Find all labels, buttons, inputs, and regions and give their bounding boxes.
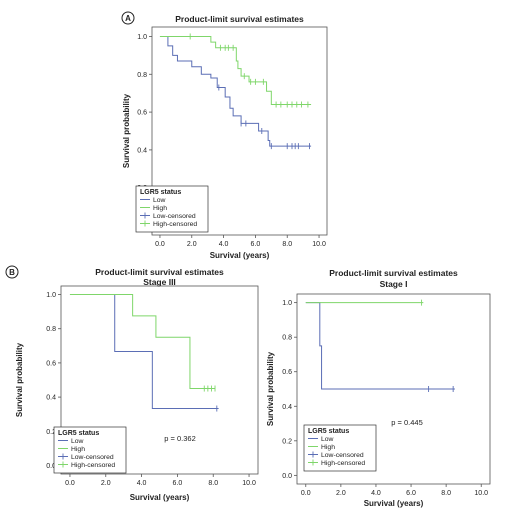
y-tick-label: 0.0 <box>46 463 56 470</box>
y-axis-label: Survival probability <box>122 93 131 168</box>
y-tick-label: 0.8 <box>137 72 147 79</box>
series-line-low <box>305 302 455 390</box>
y-tick-label: 0.6 <box>46 360 56 367</box>
plot-frame <box>296 293 491 485</box>
y-tick-label: 0.4 <box>282 404 292 411</box>
y-axis-label: Survival probability <box>15 342 24 417</box>
x-tick-label: 4.0 <box>371 490 381 497</box>
x-tick-label: 10.0 <box>474 490 488 497</box>
chart-title: Product-limit survival estimates <box>329 268 458 278</box>
y-tick-label: 0.8 <box>282 335 292 342</box>
legend-entry: Low <box>153 197 166 204</box>
legend-entry: Low-censored <box>71 454 114 461</box>
chart-subtitle: Stage III <box>143 277 176 287</box>
y-tick-label: 0.2 <box>46 429 56 436</box>
legend-entry: Low-censored <box>153 213 196 220</box>
x-tick-label: 6.0 <box>406 490 416 497</box>
y-tick-label: 0.6 <box>137 110 147 117</box>
legend-entry: Low-censored <box>321 452 364 459</box>
plot-frame <box>60 285 259 475</box>
x-tick-label: 10.0 <box>312 241 326 248</box>
legend-entry: High-censored <box>153 221 197 228</box>
legend-box <box>303 424 377 472</box>
y-tick-label: 1.0 <box>137 34 147 41</box>
legend-entry: Low <box>71 438 84 445</box>
series-line-low <box>69 294 219 410</box>
y-tick-label: 0.4 <box>46 395 56 402</box>
chart-title: Product-limit survival estimates <box>175 14 304 24</box>
chart-subtitle: Stage I <box>380 279 408 289</box>
x-tick-label: 4.0 <box>137 480 147 487</box>
x-tick-label: 6.0 <box>251 241 261 248</box>
panel-label-a: A <box>121 11 135 25</box>
legend-entry: High <box>321 444 335 451</box>
x-tick-label: 4.0 <box>219 241 229 248</box>
legend-title: LGR5 status <box>308 428 349 435</box>
y-tick-label: 0.4 <box>137 147 147 154</box>
x-tick-label: 0.0 <box>301 490 311 497</box>
plot-frame <box>151 26 328 236</box>
x-tick-label: 10.0 <box>242 480 256 487</box>
legend-entry: High <box>153 205 167 212</box>
x-tick-label: 2.0 <box>187 241 197 248</box>
y-tick-label: 1.0 <box>282 300 292 307</box>
y-tick-label: 0.8 <box>46 326 56 333</box>
y-tick-label: 0.0 <box>282 473 292 480</box>
series-line-low <box>159 35 312 147</box>
y-tick-label: 0.6 <box>282 369 292 376</box>
chart-title: Product-limit survival estimates <box>95 267 224 277</box>
x-axis-label: Survival (years) <box>130 493 190 502</box>
x-tick-label: 6.0 <box>173 480 183 487</box>
series-line-high <box>159 35 312 106</box>
legend-entry: Low <box>321 436 334 443</box>
x-tick-label: 0.0 <box>65 480 75 487</box>
x-axis-label: Survival (years) <box>210 251 270 260</box>
legend-title: LGR5 status <box>58 430 99 437</box>
x-axis-label: Survival (years) <box>364 499 424 508</box>
legend-title: LGR5 status <box>140 189 181 196</box>
legend-entry: High <box>71 446 85 453</box>
x-tick-label: 8.0 <box>441 490 451 497</box>
legend-entry: High-censored <box>321 460 365 467</box>
series-line-high <box>69 294 216 390</box>
x-tick-label: 0.0 <box>155 241 165 248</box>
panel-label-b: B <box>5 265 19 279</box>
panel-label-b-text: B <box>9 268 15 277</box>
legend: LGR5 statusLowHighLow-censoredHigh-censo… <box>135 185 209 233</box>
legend-box <box>53 426 127 474</box>
p-value: p = 0.445 <box>391 418 423 427</box>
y-tick-label: 1.0 <box>46 292 56 299</box>
legend-box <box>135 185 209 233</box>
y-tick-label: 0.2 <box>282 438 292 445</box>
x-tick-label: 8.0 <box>282 241 292 248</box>
x-tick-label: 2.0 <box>336 490 346 497</box>
x-tick-label: 2.0 <box>101 480 111 487</box>
chart-overall: Product-limit survival estimates 0.0 2.0 4.… <box>122 14 328 260</box>
p-value: p = 0.362 <box>164 434 196 443</box>
y-axis-label: Survival probability <box>266 351 275 426</box>
panel-label-a-text: A <box>125 14 131 23</box>
legend-entry: High-censored <box>71 462 115 469</box>
x-tick-label: 8.0 <box>208 480 218 487</box>
legend: LGR5 statusLowHighLow-censoredHigh-censo… <box>53 426 127 474</box>
legend: LGR5 statusLowHighLow-censoredHigh-censo… <box>303 424 377 472</box>
